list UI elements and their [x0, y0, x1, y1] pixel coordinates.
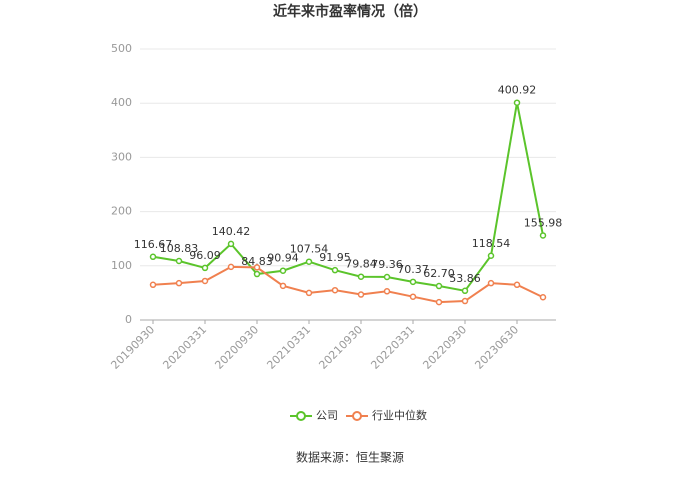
chart-title: 近年来市盈率情况（倍）: [273, 3, 427, 20]
data-point: [279, 282, 287, 290]
data-point: [409, 278, 417, 286]
data-label: 400.92: [498, 84, 537, 97]
data-point: [175, 257, 183, 265]
data-point: [175, 279, 183, 287]
data-point: [149, 253, 157, 261]
data-label: 53.86: [449, 272, 481, 285]
data-point: [305, 289, 313, 297]
x-tick-label: 20190930: [108, 323, 157, 372]
data-label: 79.84: [345, 258, 377, 271]
data-point: [513, 281, 521, 289]
x-tick-label: 20210331: [264, 323, 313, 372]
data-point: [149, 281, 157, 289]
data-label: 107.54: [290, 243, 329, 256]
x-tick-label: 20220930: [420, 323, 469, 372]
x-tick-label: 20210930: [316, 323, 365, 372]
data-label: 62.70: [423, 267, 455, 280]
data-point: [279, 267, 287, 274]
data-label: 96.09: [189, 249, 221, 262]
data-point: [435, 282, 443, 290]
data-point: [461, 287, 469, 295]
y-tick-label: 100: [111, 259, 132, 272]
data-point: [539, 232, 547, 239]
x-tick-label: 20230630: [472, 323, 521, 372]
data-point: [357, 273, 365, 280]
data-point: [487, 252, 495, 260]
legend-marker: [296, 411, 306, 421]
data-label: 70.37: [397, 263, 429, 276]
data-point: [409, 293, 417, 300]
legend-label: 行业中位数: [372, 408, 427, 422]
y-tick-label: 500: [111, 42, 132, 55]
data-point: [331, 286, 339, 294]
data-point: [253, 270, 261, 278]
legend-marker: [352, 411, 362, 421]
x-tick-label: 20200331: [160, 323, 209, 372]
data-label: 90.94: [267, 252, 299, 265]
data-label: 91.95: [319, 251, 351, 264]
data-point: [227, 263, 235, 271]
x-tick-label: 20200930: [212, 323, 261, 372]
data-label: 84.83: [241, 255, 273, 268]
data-point: [435, 298, 443, 306]
y-tick-label: 200: [111, 205, 132, 218]
data-point: [201, 277, 209, 285]
data-point: [201, 264, 209, 272]
data-label: 118.54: [472, 237, 511, 250]
series-line: [152, 265, 544, 304]
data-label: 79.36: [371, 258, 403, 271]
source: 数据来源：恒生聚源: [296, 450, 404, 465]
data-label: 155.98: [524, 216, 563, 229]
data-label: 140.42: [212, 225, 251, 238]
y-tick-label: 400: [111, 96, 132, 109]
data-point: [253, 264, 261, 271]
x-tick-label: 20220331: [368, 323, 417, 372]
legend-label: 公司: [316, 409, 338, 422]
data-point: [539, 293, 547, 301]
data-point: [461, 297, 469, 305]
data-point: [513, 99, 521, 106]
data-point: [331, 266, 339, 274]
data-point: [487, 279, 495, 287]
series-line: [152, 102, 544, 292]
y-tick-label: 300: [111, 150, 132, 163]
data-point: [357, 291, 365, 298]
data-point: [383, 273, 391, 281]
data-point: [305, 258, 313, 265]
data-label: 116.67: [134, 238, 173, 251]
y-tick-label: 0: [125, 313, 132, 326]
data-point: [383, 288, 391, 295]
data-point: [227, 240, 235, 248]
data-label: 108.83: [160, 242, 199, 255]
